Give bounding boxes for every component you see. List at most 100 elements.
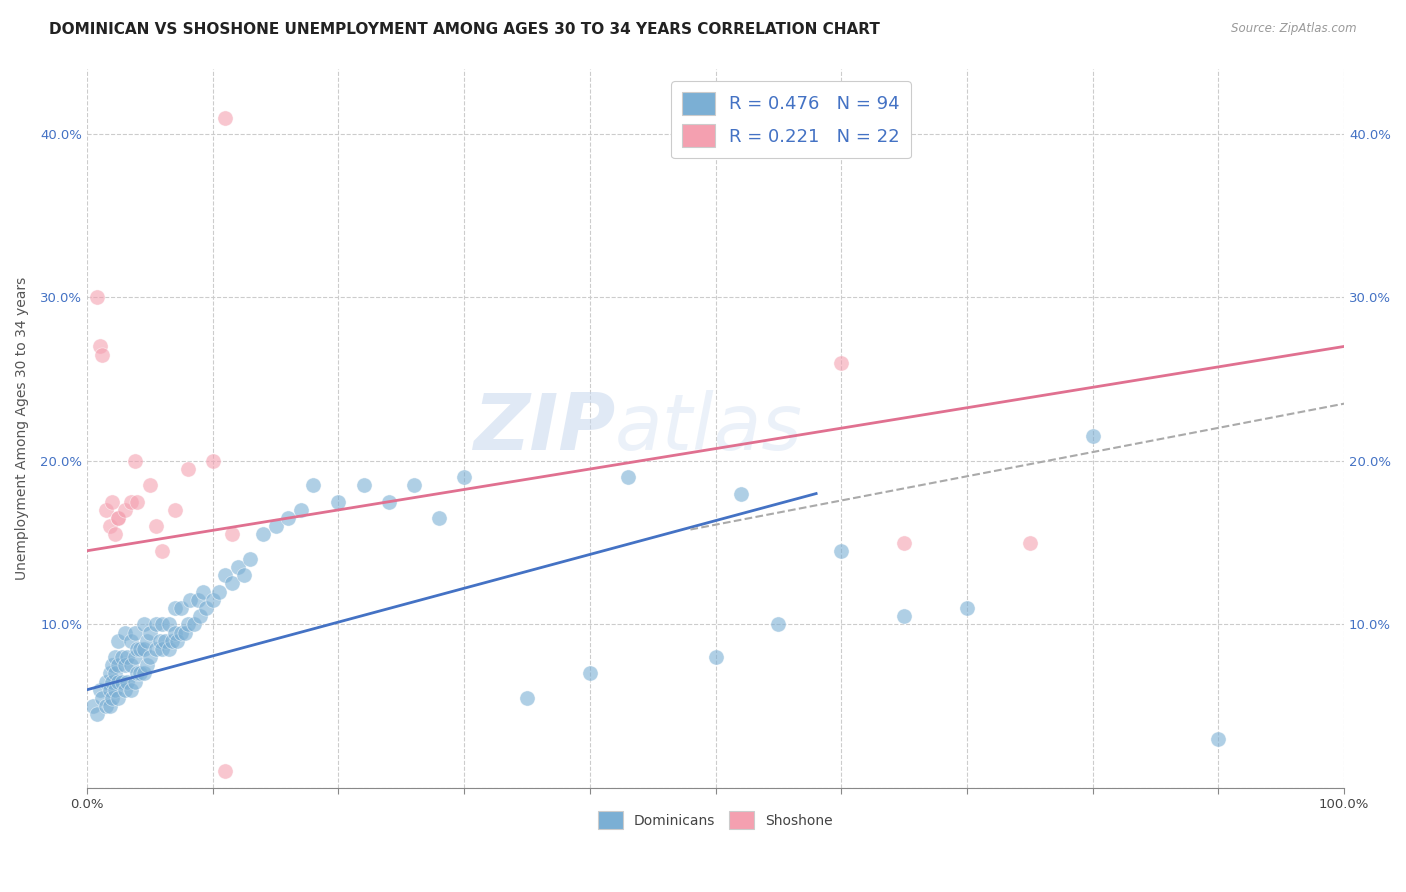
Point [114,625,136,640]
Legend: Dominicans, Shoshone: Dominicans, Shoshone [592,805,838,835]
Point [107,511,129,525]
Point [163,503,186,517]
Point [221,576,243,591]
Point [132,641,155,656]
Point [101,494,124,508]
Point [145,519,167,533]
Point [277,511,299,525]
Point [136,658,159,673]
Point [128,641,150,656]
Point [98,682,121,697]
Point [139,478,162,492]
Point [214,764,236,779]
Point [302,478,325,492]
Point [115,674,138,689]
Point [120,633,142,648]
Point [114,682,136,697]
Point [124,625,146,640]
Point [101,690,124,705]
Point [152,617,174,632]
Point [124,674,146,689]
Point [1081,429,1104,443]
Point [166,633,188,648]
Point [120,494,142,508]
Point [402,478,425,492]
Point [162,633,184,648]
Point [127,666,149,681]
Point [427,511,450,525]
Point [128,666,150,681]
Point [145,641,167,656]
Point [107,674,129,689]
Point [94,674,117,689]
Point [91,690,114,705]
Point [893,609,915,624]
Point [188,609,211,624]
Text: atlas: atlas [614,390,803,467]
Point [91,348,114,362]
Point [114,503,136,517]
Point [183,617,205,632]
Point [152,543,174,558]
Point [101,658,124,673]
Point [214,111,236,125]
Point [579,666,602,681]
Point [516,690,538,705]
Point [768,617,790,632]
Text: DOMINICAN VS SHOSHONE UNEMPLOYMENT AMONG AGES 30 TO 34 YEARS CORRELATION CHART: DOMINICAN VS SHOSHONE UNEMPLOYMENT AMONG… [49,22,880,37]
Point [290,503,312,517]
Point [120,658,142,673]
Text: Source: ZipAtlas.com: Source: ZipAtlas.com [1232,22,1357,36]
Point [115,650,138,665]
Point [98,519,121,533]
Point [124,454,146,468]
Point [353,478,375,492]
Point [124,650,146,665]
Point [111,674,134,689]
Point [152,641,174,656]
Point [956,601,979,615]
Point [893,535,915,549]
Point [830,543,852,558]
Point [120,682,142,697]
Point [264,519,287,533]
Point [174,625,197,640]
Point [830,356,852,370]
Point [86,707,108,722]
Point [145,617,167,632]
Point [170,625,193,640]
Point [730,486,752,500]
Point [139,650,162,665]
Point [98,699,121,714]
Point [221,527,243,541]
Point [157,641,180,656]
Point [139,625,162,640]
Point [89,682,111,697]
Point [163,601,186,615]
Point [127,494,149,508]
Point [328,494,350,508]
Point [616,470,638,484]
Point [149,633,172,648]
Point [170,601,193,615]
Point [132,666,155,681]
Point [114,658,136,673]
Point [214,568,236,582]
Point [191,584,214,599]
Point [157,617,180,632]
Point [1018,535,1040,549]
Point [94,503,117,517]
Point [252,527,274,541]
Point [201,592,224,607]
Point [89,339,111,353]
Point [107,690,129,705]
Y-axis label: Unemployment Among Ages 30 to 34 years: Unemployment Among Ages 30 to 34 years [15,277,30,580]
Point [107,633,129,648]
Point [233,568,256,582]
Point [163,625,186,640]
Point [107,658,129,673]
Point [82,699,104,714]
Point [176,462,198,476]
Point [201,454,224,468]
Point [239,552,262,566]
